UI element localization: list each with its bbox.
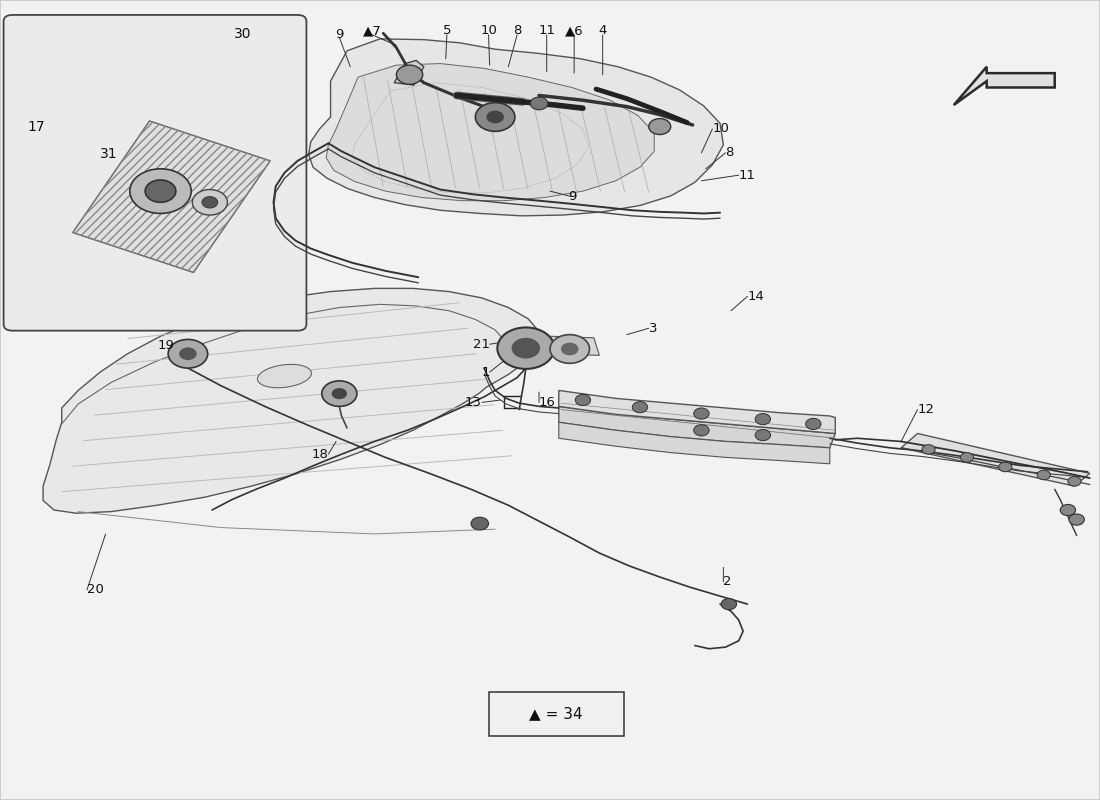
Text: 5: 5 [442, 24, 451, 38]
Circle shape [756, 430, 770, 441]
Circle shape [922, 445, 935, 454]
Circle shape [145, 180, 176, 202]
Text: 10: 10 [713, 122, 729, 135]
Text: 30: 30 [234, 27, 252, 41]
Text: 20: 20 [87, 583, 103, 596]
Circle shape [722, 598, 737, 610]
Circle shape [168, 339, 208, 368]
Circle shape [202, 197, 218, 208]
Text: 11: 11 [739, 169, 756, 182]
Polygon shape [559, 422, 829, 464]
Circle shape [130, 169, 191, 214]
Circle shape [1037, 470, 1050, 480]
Circle shape [694, 408, 710, 419]
Polygon shape [73, 121, 271, 273]
Text: 19: 19 [158, 339, 175, 352]
Circle shape [471, 517, 488, 530]
Text: 12: 12 [917, 403, 935, 416]
Polygon shape [43, 288, 539, 514]
Polygon shape [504, 334, 600, 355]
Text: 2: 2 [724, 575, 732, 588]
Circle shape [550, 334, 590, 363]
Circle shape [396, 65, 422, 84]
Text: 18: 18 [311, 448, 329, 461]
Circle shape [530, 97, 548, 110]
Text: 13: 13 [465, 396, 482, 409]
Polygon shape [901, 434, 1090, 486]
Circle shape [694, 425, 710, 436]
Circle shape [1060, 505, 1076, 515]
Text: 8: 8 [726, 146, 734, 159]
Circle shape [332, 388, 346, 399]
Ellipse shape [257, 365, 311, 388]
Circle shape [475, 102, 515, 131]
Circle shape [999, 462, 1012, 472]
Polygon shape [559, 406, 835, 448]
Text: 9: 9 [336, 28, 343, 42]
Text: 10: 10 [480, 24, 497, 38]
Text: ▲7: ▲7 [363, 24, 382, 38]
Circle shape [512, 338, 540, 358]
Text: 17: 17 [28, 119, 45, 134]
Circle shape [960, 453, 974, 462]
Circle shape [179, 347, 197, 360]
FancyBboxPatch shape [3, 15, 307, 330]
Polygon shape [394, 60, 424, 85]
Circle shape [561, 342, 579, 355]
Circle shape [1069, 514, 1085, 525]
Text: 1: 1 [481, 366, 490, 378]
Text: 3: 3 [649, 322, 658, 334]
Circle shape [805, 418, 821, 430]
Text: ▲ = 34: ▲ = 34 [529, 706, 582, 722]
Text: 9: 9 [568, 190, 576, 203]
Text: ▲6: ▲6 [564, 24, 583, 38]
Circle shape [756, 414, 770, 425]
Circle shape [632, 402, 648, 413]
Text: 16: 16 [539, 396, 556, 409]
Circle shape [575, 394, 591, 406]
Circle shape [649, 118, 671, 134]
Polygon shape [327, 63, 654, 201]
Polygon shape [954, 66, 1055, 105]
Circle shape [322, 381, 356, 406]
Circle shape [1068, 477, 1081, 486]
Circle shape [192, 190, 228, 215]
Text: 14: 14 [748, 290, 764, 303]
Polygon shape [559, 390, 835, 434]
Text: 21: 21 [473, 338, 490, 350]
Circle shape [497, 327, 554, 369]
Text: 4: 4 [598, 24, 607, 38]
Text: 11: 11 [538, 24, 556, 38]
Text: 8: 8 [513, 24, 521, 38]
Polygon shape [309, 39, 724, 216]
Circle shape [486, 110, 504, 123]
FancyBboxPatch shape [488, 692, 624, 737]
Text: 31: 31 [100, 147, 118, 162]
